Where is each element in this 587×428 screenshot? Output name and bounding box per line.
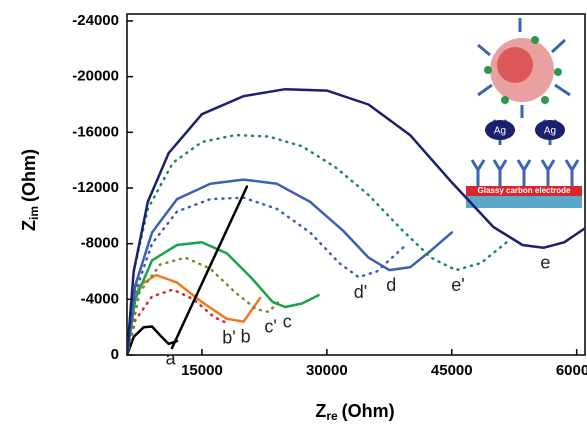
curve-label: d — [386, 275, 396, 295]
curve-label: c — [283, 312, 292, 332]
curve — [127, 241, 320, 355]
ag-label: Ag — [544, 126, 556, 137]
curve — [127, 87, 585, 355]
electrode-label: Glassy carbon electrode — [478, 186, 571, 195]
curve-label: a — [166, 349, 177, 369]
y-tick-label: -8000 — [81, 235, 119, 252]
x-label-unit: (Ohm) — [342, 401, 395, 421]
curve-label: c' — [264, 317, 276, 337]
curve — [127, 256, 283, 355]
electrode-top — [466, 186, 582, 196]
x-tick-label: 45000 — [431, 362, 473, 379]
stars — [484, 36, 562, 104]
curve-label: e' — [451, 275, 464, 295]
plot-frame — [126, 13, 586, 356]
ag-ellipse — [485, 120, 515, 140]
curve-label: e — [540, 253, 550, 273]
y-tick-label: -24000 — [72, 12, 119, 29]
y-tick-label: -12000 — [72, 179, 119, 196]
y-label-unit: (Ohm) — [19, 149, 39, 202]
y-label-sub: im — [27, 206, 41, 220]
x-tick-label: 30000 — [306, 362, 348, 379]
inset-diagram: Glassy carbon electrode Ag Ag — [466, 18, 582, 208]
electrode-body — [466, 196, 582, 208]
curve-label: b — [241, 326, 251, 346]
curve — [127, 288, 229, 355]
x-label-sub: re — [326, 409, 338, 423]
x-axis-label: Zre (Ohm) — [315, 401, 394, 423]
curve — [127, 133, 512, 355]
curve — [127, 325, 179, 355]
nanoparticle-core — [497, 47, 533, 83]
ag-label: Ag — [494, 126, 506, 137]
curve — [170, 185, 249, 350]
y-tick-label: 0 — [111, 346, 119, 363]
ag-ellipse — [535, 120, 565, 140]
x-label-main: Z — [315, 401, 326, 421]
plot-area — [127, 87, 585, 355]
curve-label: b' — [222, 328, 235, 348]
y-label-main: Z — [19, 220, 39, 231]
curve — [127, 178, 454, 355]
y-tick-label: -16000 — [72, 123, 119, 140]
y-tick-label: -20000 — [72, 68, 119, 85]
x-tick-label: 60000 — [556, 362, 587, 379]
curve — [127, 196, 408, 355]
y-axis-label: Zim (Ohm) — [19, 149, 41, 231]
curve-label: d' — [354, 282, 367, 302]
x-tick-label: 15000 — [181, 362, 223, 379]
y-tick-label: -4000 — [81, 290, 119, 307]
